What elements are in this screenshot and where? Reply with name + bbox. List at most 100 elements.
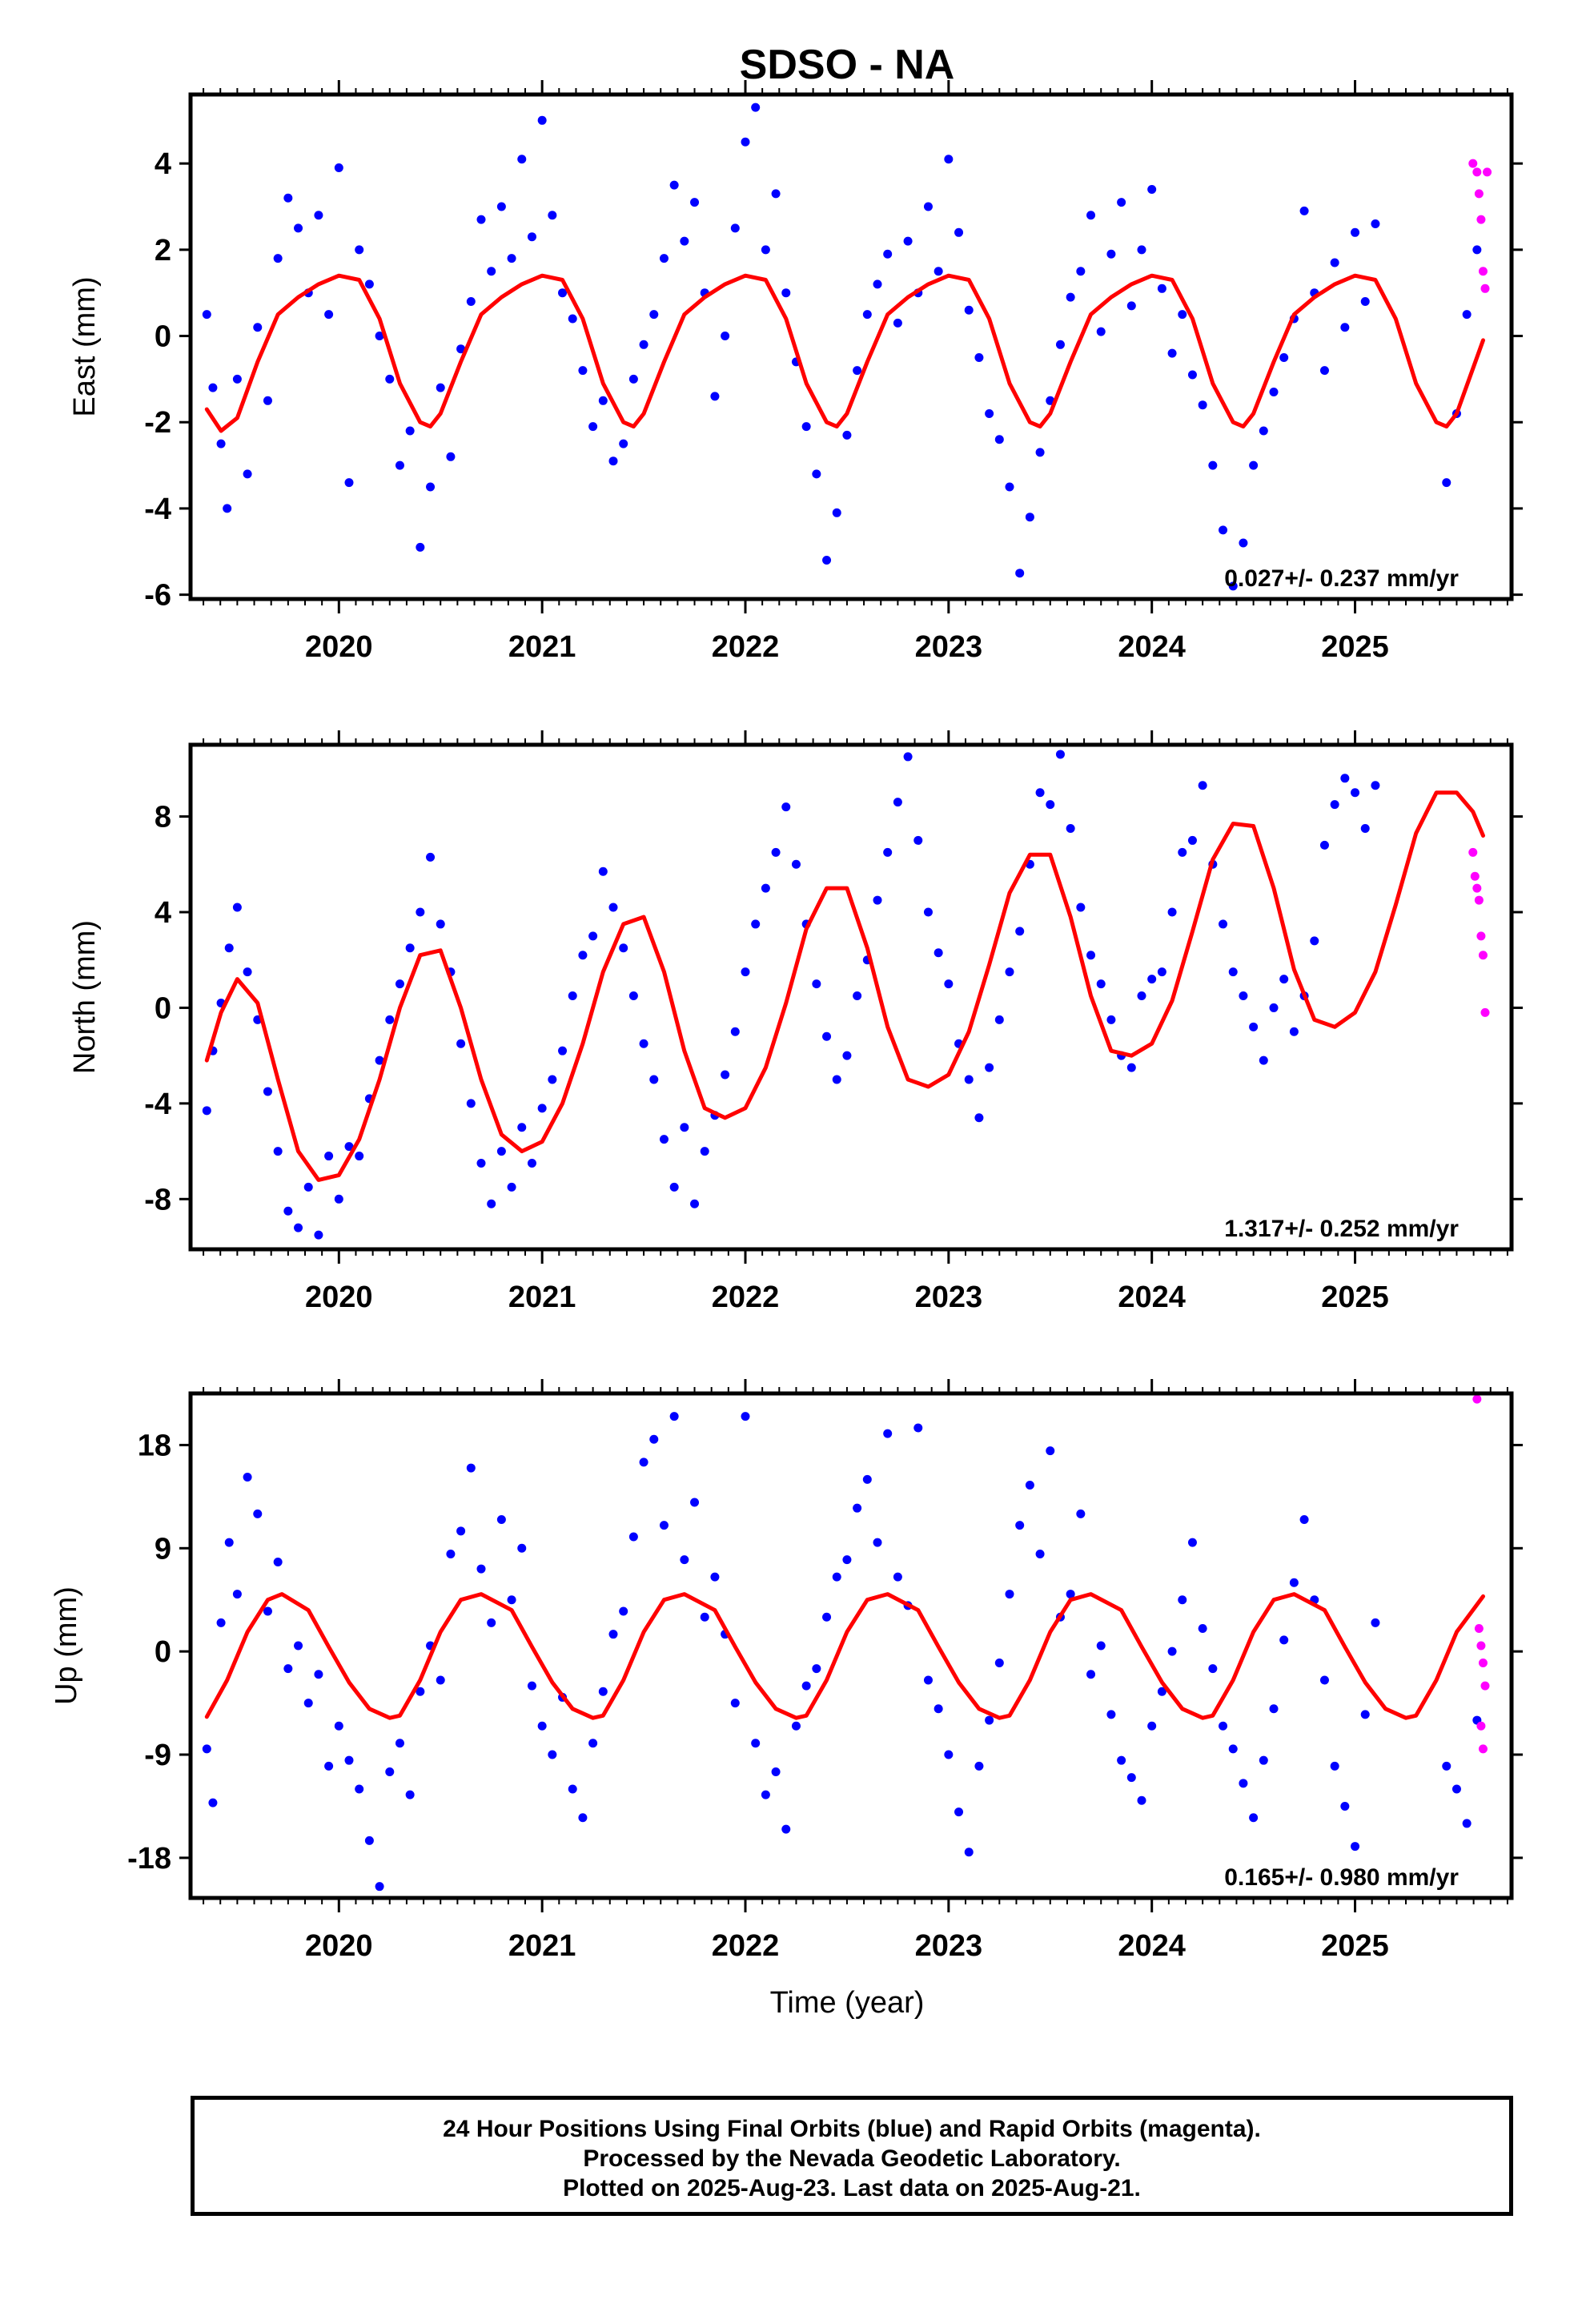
- final-orbit-point: [853, 366, 862, 376]
- final-orbit-point: [405, 1790, 415, 1799]
- final-orbit-point: [1015, 569, 1025, 578]
- final-orbit-point: [598, 396, 608, 405]
- final-orbit-point: [456, 1526, 466, 1536]
- final-orbit-point: [812, 469, 821, 479]
- x-tick-label: 2022: [712, 630, 780, 664]
- final-orbit-point: [1015, 927, 1025, 936]
- final-orbit-point: [721, 1070, 730, 1080]
- final-orbit-point: [294, 1223, 303, 1232]
- final-orbit-point: [964, 1848, 974, 1857]
- final-orbit-point: [598, 1687, 608, 1696]
- footer-line-3: Plotted on 2025-Aug-23. Last data on 202…: [563, 2175, 1141, 2201]
- final-orbit-point: [751, 919, 761, 929]
- final-orbit-point: [1137, 245, 1146, 255]
- final-orbit-point: [822, 1031, 832, 1041]
- final-orbit-point: [436, 383, 445, 392]
- final-orbit-point: [1351, 227, 1360, 237]
- plot-frame: [188, 92, 1514, 601]
- y-tick-label: 18: [138, 1429, 171, 1462]
- final-orbit-point: [710, 392, 720, 401]
- final-orbit-point: [1371, 1618, 1380, 1627]
- final-orbit-point: [923, 1675, 933, 1685]
- rapid-orbit-point: [1474, 1624, 1484, 1634]
- final-orbit-point: [334, 1721, 343, 1731]
- final-orbit-point: [208, 1798, 218, 1807]
- final-orbit-point: [954, 227, 964, 237]
- final-orbit-point: [273, 1557, 283, 1566]
- final-orbit-point: [416, 542, 425, 552]
- final-orbit-point: [1117, 1755, 1126, 1765]
- final-orbit-point: [1330, 258, 1339, 267]
- final-orbit-point: [283, 193, 293, 203]
- final-orbit-point: [862, 310, 872, 320]
- final-orbit-point: [669, 1412, 679, 1421]
- final-orbit-point: [476, 1564, 486, 1574]
- final-orbit-point: [781, 802, 791, 812]
- final-orbit-point: [1351, 1842, 1360, 1852]
- final-orbit-point: [314, 1230, 323, 1240]
- final-orbit-point: [994, 1658, 1004, 1667]
- final-orbit-point: [568, 1784, 577, 1794]
- final-orbit-point: [721, 332, 730, 341]
- rapid-orbit-point: [1472, 883, 1482, 893]
- final-orbit-point: [842, 430, 852, 440]
- rapid-orbit-point: [1478, 1744, 1488, 1754]
- final-orbit-point: [1249, 1022, 1259, 1031]
- final-orbit-point: [791, 1721, 801, 1731]
- rapid-orbit-point: [1476, 1641, 1486, 1651]
- final-orbit-point: [1371, 219, 1380, 229]
- final-orbit-point: [1249, 1813, 1259, 1823]
- final-orbit-point: [994, 435, 1004, 444]
- north-plot-area: [202, 750, 1490, 1240]
- rapid-orbit-point: [1480, 1681, 1490, 1691]
- final-orbit-point: [314, 1670, 323, 1679]
- final-orbit-point: [537, 115, 547, 125]
- final-orbit-point: [700, 1147, 709, 1156]
- rapid-orbit-point: [1474, 189, 1484, 199]
- final-orbit-point: [893, 1572, 902, 1582]
- final-orbit-point: [232, 1590, 242, 1599]
- final-orbit-point: [680, 236, 689, 246]
- final-orbit-point: [1035, 788, 1045, 798]
- final-orbit-point: [771, 189, 781, 199]
- chart-title: SDSO - NA: [740, 42, 955, 88]
- final-orbit-point: [1259, 1755, 1268, 1765]
- final-orbit-point: [436, 919, 445, 929]
- final-orbit-point: [446, 452, 456, 461]
- final-orbit-point: [751, 1739, 761, 1748]
- final-orbit-point: [1106, 249, 1116, 259]
- final-orbit-point: [1228, 581, 1238, 591]
- final-orbit-point: [771, 847, 781, 857]
- final-orbit-point: [1137, 991, 1146, 1001]
- final-orbit-point: [1269, 388, 1279, 397]
- final-orbit-point: [1157, 283, 1166, 293]
- final-orbit-point: [1157, 1687, 1166, 1696]
- final-orbit-point: [466, 296, 476, 306]
- final-orbit-point: [1096, 979, 1106, 989]
- rapid-orbit-point: [1470, 871, 1480, 881]
- final-orbit-point: [873, 279, 882, 289]
- final-orbit-point: [659, 1135, 669, 1144]
- final-orbit-point: [659, 1521, 669, 1530]
- final-orbit-point: [303, 1182, 313, 1192]
- final-orbit-point: [934, 1704, 943, 1714]
- final-orbit-point: [741, 137, 750, 147]
- final-orbit-point: [283, 1206, 293, 1216]
- final-orbit-point: [690, 1498, 700, 1507]
- final-orbit-point: [1279, 1635, 1289, 1645]
- final-orbit-point: [791, 859, 801, 869]
- final-orbit-point: [1198, 400, 1207, 410]
- final-orbit-point: [375, 1055, 384, 1065]
- final-orbit-point: [913, 835, 923, 845]
- up-panel: 18 9 0 -9 -18 2020 2021 2022 2023 2024 2025 Up (mm)…: [50, 1379, 1523, 1963]
- final-orbit-point: [619, 1606, 628, 1616]
- rapid-orbit-point: [1478, 267, 1488, 276]
- final-orbit-point: [730, 1699, 740, 1708]
- final-orbit-point: [375, 1882, 384, 1892]
- model-fit-line: [204, 273, 1485, 433]
- final-orbit-point: [1299, 1515, 1309, 1524]
- final-orbit-point: [893, 798, 902, 807]
- final-orbit-point: [1198, 1624, 1207, 1634]
- final-orbit-point: [1351, 788, 1360, 798]
